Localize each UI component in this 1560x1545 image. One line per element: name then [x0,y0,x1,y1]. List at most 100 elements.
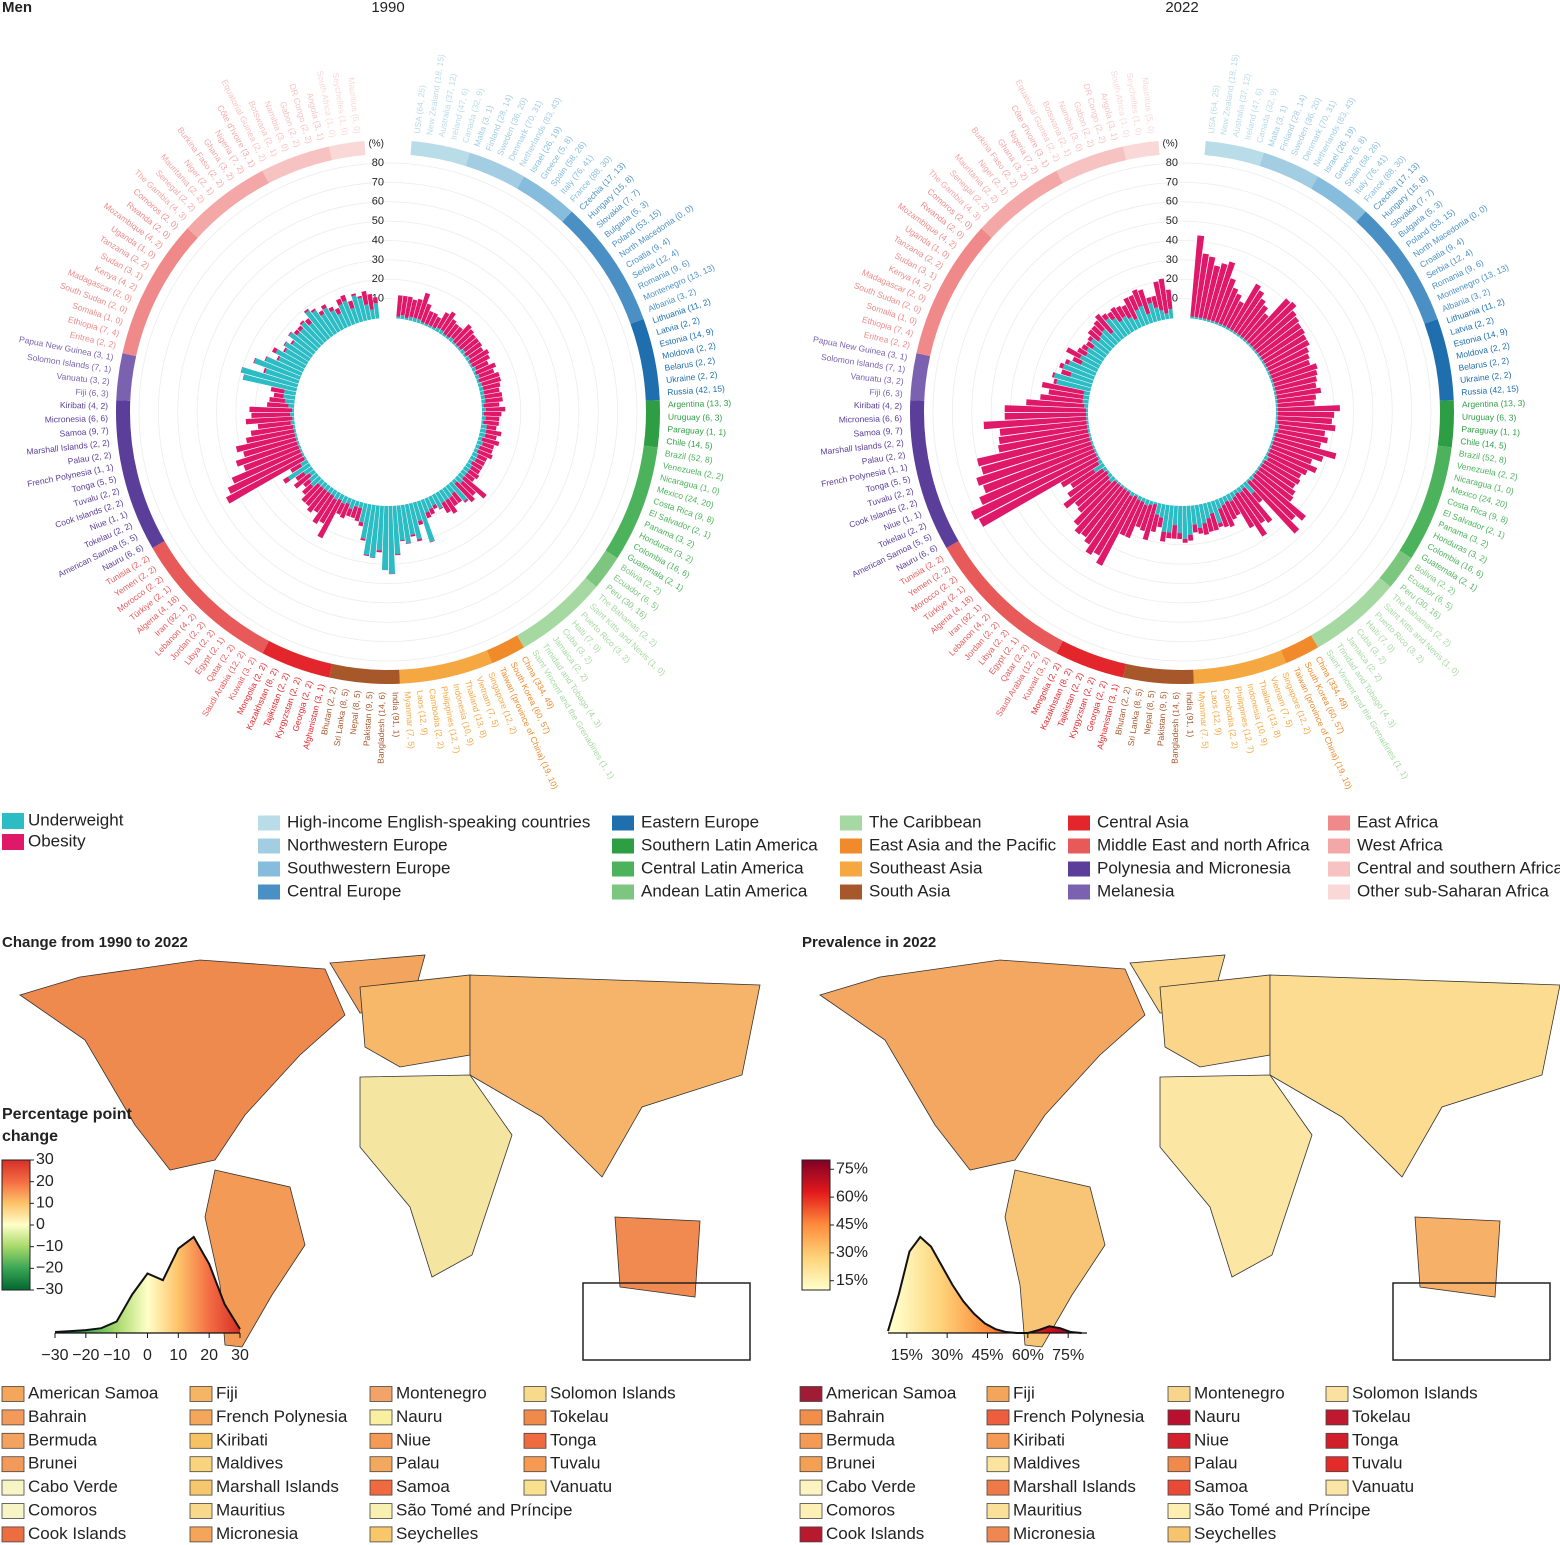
colorbar-tick-label: 20 [36,1173,54,1190]
bar-segment [979,449,1096,505]
bar-segment [1182,538,1188,543]
legend-swatch [799,1503,823,1519]
bar-segment [294,432,298,437]
legend-swatch [612,838,634,854]
legend-label: French Polynesia [1013,1407,1145,1426]
bar-segment [243,445,300,471]
bar-segment [1041,381,1085,395]
legend-label: American Samoa [826,1383,957,1402]
bar-segment [1059,362,1065,369]
bar-segment [317,498,342,539]
category-label: Russia (42, 15) [1461,383,1519,397]
bar-segment [231,449,302,484]
bar-segment [265,368,300,384]
bar-segment [1164,313,1170,320]
bar-segment [1268,375,1272,380]
legend-label: Palau [1194,1454,1237,1473]
bar-segment [1117,481,1122,486]
bar-segment [485,396,503,403]
bar-segment [461,476,487,499]
bar-segment [1270,444,1313,465]
bar-segment [1068,360,1097,377]
bar-segment [1246,298,1291,344]
legend-label: Seychelles [1194,1524,1276,1543]
bar-segment [1161,504,1170,533]
bar-segment [1194,316,1199,320]
grid-line [254,278,522,546]
y-tick-label: 70 [1166,176,1178,188]
x-tick-label: 20 [200,1347,218,1364]
bar-segment [235,441,298,467]
bar-segment [1086,420,1089,425]
legend-label: South Asia [869,881,951,900]
bar-segment [481,399,486,404]
bar-segment [1079,354,1101,369]
bar-segment [1249,301,1297,347]
bar-segment [483,420,500,426]
bar-segment [1106,469,1110,474]
legend-swatch [189,1503,213,1519]
bar-segment [1194,253,1209,318]
bar-segment [284,348,309,365]
bar-segment [429,540,435,543]
bar-segment [363,554,370,557]
bar-segment [282,476,291,484]
bar-segment [304,318,313,326]
bar-segment [1107,472,1113,479]
bar-segment [1268,353,1310,375]
x-tick-label: 45% [971,1347,1003,1364]
bar-segment [338,493,345,501]
bar-segment [1274,395,1278,400]
bar-segment [301,482,321,503]
bar-segment [1090,338,1110,355]
legend-label: Kiribati [216,1430,268,1449]
bar-segment [1138,305,1150,326]
bar-segment [451,478,458,484]
bar-segment [477,382,483,388]
bar-segment [1202,265,1221,320]
y-tick-label: 20 [372,273,384,285]
legend-label: Mauritius [216,1500,285,1519]
chart-title: 2022 [1165,0,1198,16]
bar-segment [1085,341,1095,350]
legend-label: Palau [396,1454,439,1473]
bar-segment [1198,256,1216,319]
bar-segment [1073,480,1118,526]
bar-segment [451,491,463,504]
bar-segment [1065,347,1082,359]
legend-label: Cabo Verde [826,1477,916,1496]
legend-label: Samoa [396,1477,450,1496]
bar-segment [436,312,450,330]
bar-segment [1151,295,1159,309]
bar-segment [1260,463,1296,489]
bar-segment [484,433,497,441]
region-ring [262,640,333,678]
bar-segment [1085,490,1131,556]
legend-swatch [189,1526,213,1543]
bar-segment [1070,469,1096,489]
bar-segment [481,416,486,421]
bar-segment [388,573,396,575]
bar-segment [462,337,480,353]
category-label: Chile (14, 5) [666,436,713,451]
bar-segment [318,310,325,316]
bar-segment [478,432,486,438]
bar-segment [452,324,472,344]
bar-segment [1242,481,1255,495]
region-ring [1280,635,1318,664]
legend-swatch [189,1456,213,1473]
legend-label: Niue [396,1430,431,1449]
legend-label: Middle East and north Africa [1097,835,1310,854]
legend-swatch [799,1386,823,1402]
bar-segment [1120,484,1125,489]
bar-segment [1206,319,1211,323]
bar-segment [1277,416,1333,425]
bar-segment [341,495,349,505]
bar-segment [1225,326,1230,331]
bar-segment [1099,333,1116,349]
bar-segment [1229,328,1234,333]
category-label: India (91, 1) [391,692,402,738]
bar-segment [298,444,302,449]
legend-label: Bahrain [826,1407,885,1426]
bar-segment [438,489,449,501]
